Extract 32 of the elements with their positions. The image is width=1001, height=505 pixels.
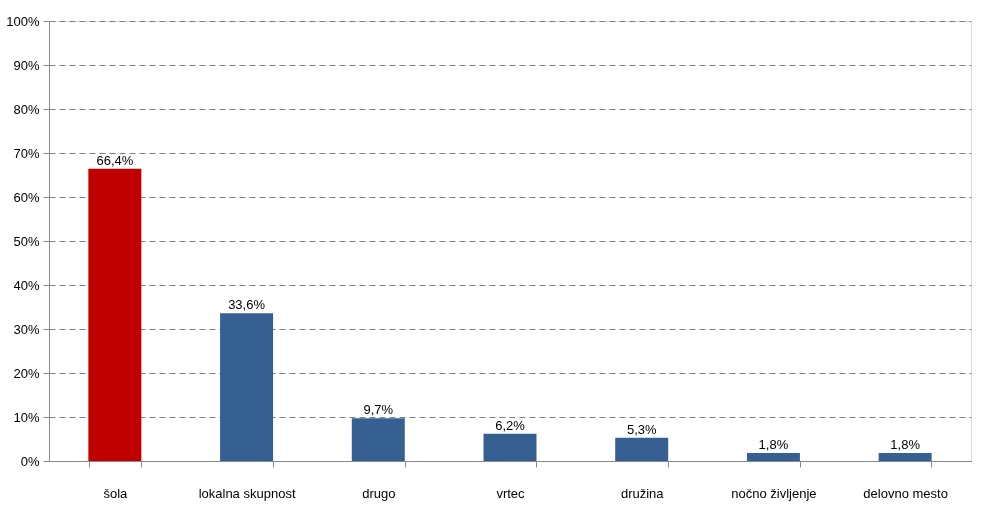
x-tick-label: delovno mesto — [863, 485, 948, 501]
y-tick-label: 0% — [20, 453, 40, 469]
data-label: 66,4% — [96, 152, 134, 168]
x-tick-label: nočno življenje — [731, 485, 817, 501]
data-label: 5,3% — [626, 421, 657, 437]
bar — [88, 168, 142, 461]
x-tick-label: vrtec — [496, 485, 526, 501]
y-tick-label: 80% — [13, 101, 40, 117]
bar — [878, 453, 932, 461]
bar — [351, 418, 405, 461]
x-tick-label: drugo — [362, 485, 396, 501]
y-tick-label: 50% — [13, 233, 40, 249]
x-tick-label: družina — [620, 485, 665, 501]
bar — [746, 453, 800, 461]
y-tick-label: 70% — [13, 145, 40, 161]
y-tick-label: 40% — [13, 277, 40, 293]
y-tick-label: 10% — [13, 409, 40, 425]
bar — [220, 313, 274, 461]
data-label: 6,2% — [495, 417, 526, 433]
x-tick-label: šola — [103, 485, 129, 501]
x-tick-label: lokalna skupnost — [198, 485, 296, 501]
bar — [483, 433, 537, 461]
data-label: 1,8% — [890, 437, 921, 453]
y-tick-label: 90% — [13, 57, 40, 73]
data-label: 1,8% — [758, 437, 789, 453]
data-label: 9,7% — [363, 402, 394, 418]
data-label: 33,6% — [228, 297, 266, 313]
y-tick-label: 20% — [13, 365, 40, 381]
y-tick-label: 100% — [6, 13, 40, 29]
y-tick-label: 60% — [13, 189, 40, 205]
bar — [615, 437, 669, 461]
y-tick-label: 30% — [13, 321, 40, 337]
